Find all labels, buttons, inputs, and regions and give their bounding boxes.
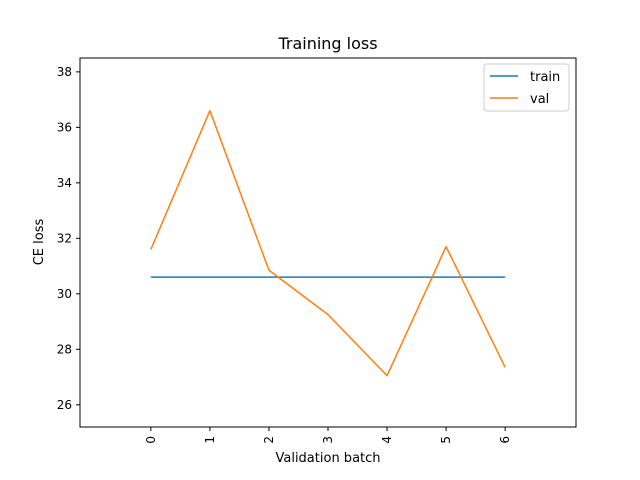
x-tick-label: 4 — [380, 436, 394, 444]
legend-label-val: val — [530, 92, 549, 107]
y-tick-label: 34 — [57, 176, 72, 190]
chart-title: Training loss — [277, 34, 377, 53]
x-tick-label: 0 — [144, 436, 158, 444]
y-tick-label: 26 — [57, 398, 72, 412]
series-line-val — [150, 109, 506, 377]
y-tick-label: 36 — [57, 120, 72, 134]
x-tick-label: 6 — [498, 436, 512, 444]
legend: train val — [483, 63, 570, 112]
y-tick-label: 38 — [57, 65, 72, 79]
y-axis-label: CE loss — [32, 219, 47, 266]
y-tick-label: 32 — [57, 231, 72, 245]
x-tick-label: 5 — [439, 436, 453, 444]
x-axis: 0 1 2 3 4 5 6 — [144, 427, 512, 444]
series-lines — [150, 109, 506, 377]
legend-label-train: train — [530, 70, 560, 85]
x-tick-label: 1 — [203, 436, 217, 444]
x-tick-label: 3 — [321, 436, 335, 444]
y-tick-label: 28 — [57, 342, 72, 356]
x-tick-label: 2 — [262, 436, 276, 444]
y-axis: 26 28 30 32 34 36 38 — [57, 65, 80, 412]
legend-items: train val — [490, 70, 560, 107]
x-axis-label: Validation batch — [275, 451, 380, 466]
y-tick-label: 30 — [57, 287, 72, 301]
